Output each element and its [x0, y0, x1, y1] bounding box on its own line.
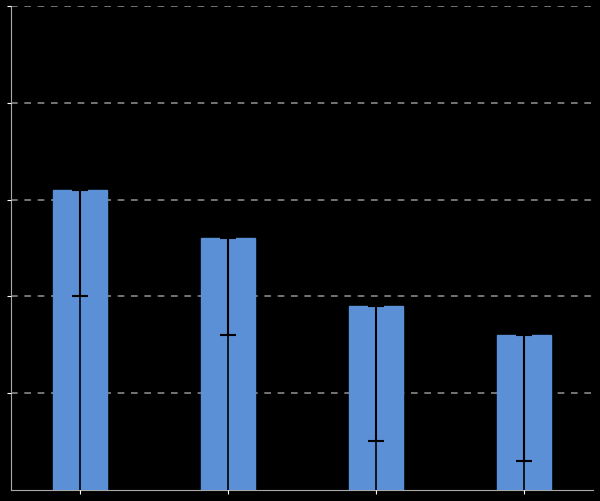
Bar	[53, 190, 107, 490]
Bar	[497, 335, 551, 490]
Bar	[349, 307, 403, 490]
Bar	[201, 239, 255, 490]
